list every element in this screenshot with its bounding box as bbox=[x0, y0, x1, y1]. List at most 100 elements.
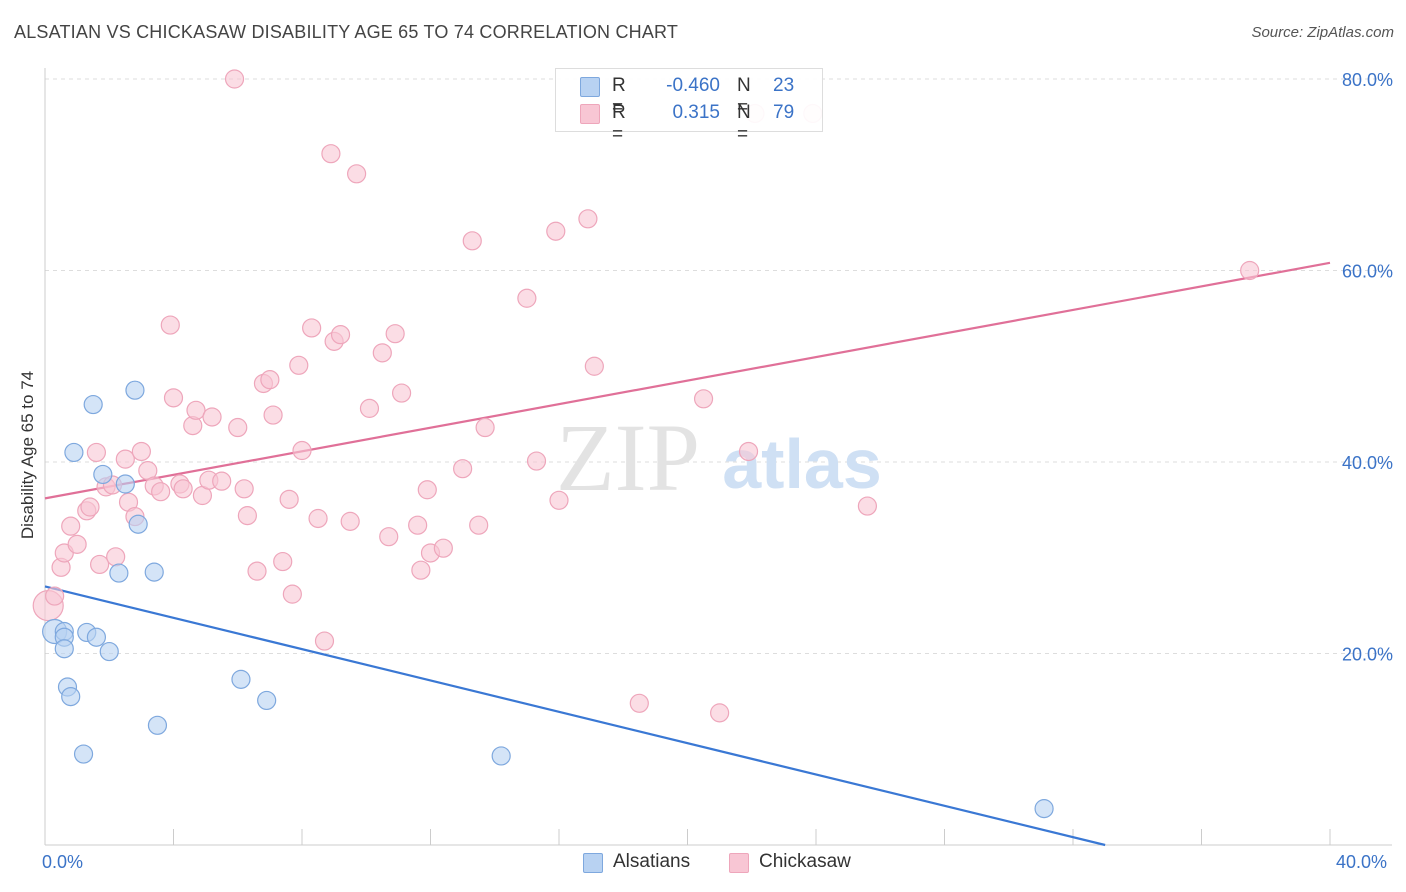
chickasaw-point bbox=[526, 451, 547, 471]
y-tick-label: 40.0% bbox=[1342, 453, 1393, 473]
alsatians-point bbox=[54, 639, 74, 659]
chickasaw-point bbox=[260, 370, 280, 390]
source-credit: Source: ZipAtlas.com bbox=[1251, 24, 1394, 41]
chickasaw-point bbox=[408, 515, 428, 535]
alsatians-point bbox=[61, 686, 81, 707]
chickasaw-point bbox=[302, 318, 322, 338]
alsatians-point bbox=[257, 690, 277, 711]
y-tick-label: 60.0% bbox=[1342, 262, 1393, 282]
chickasaw-point bbox=[1240, 260, 1260, 281]
watermark-zip: ZIP bbox=[556, 404, 700, 511]
alsatians-point bbox=[93, 464, 113, 485]
chickasaw-point bbox=[385, 324, 405, 344]
chickasaw-point bbox=[263, 405, 283, 425]
chickasaw-point bbox=[228, 417, 248, 438]
alsatians-point bbox=[125, 380, 145, 400]
chickasaw-point bbox=[115, 449, 135, 469]
r-value: 0.315 bbox=[672, 102, 720, 123]
watermark: ZIP atlas bbox=[556, 404, 882, 511]
chickasaw-point bbox=[321, 144, 341, 164]
chickasaw-point bbox=[151, 482, 171, 502]
chickasaw-point bbox=[292, 440, 312, 461]
chickasaw-point bbox=[131, 441, 151, 462]
chickasaw-point bbox=[857, 496, 878, 516]
chickasaw-point bbox=[202, 407, 222, 427]
chickasaw-point bbox=[237, 506, 257, 526]
chickasaw-trend-line bbox=[44, 261, 1331, 500]
chickasaw-point bbox=[67, 534, 87, 554]
alsatians-point bbox=[147, 715, 168, 735]
alsatians-trend-line bbox=[44, 585, 1106, 847]
x-tick-max: 40.0% bbox=[1336, 852, 1388, 872]
chickasaw-point bbox=[314, 631, 335, 651]
chickasaw-point bbox=[160, 315, 180, 335]
chickasaw-point bbox=[86, 442, 107, 463]
chickasaw-point bbox=[330, 325, 351, 345]
chickasaw-point bbox=[234, 479, 254, 499]
r-label: R = bbox=[612, 75, 626, 118]
chickasaw-point bbox=[90, 554, 110, 575]
alsatians-point bbox=[99, 641, 119, 662]
alsatians-swatch bbox=[580, 77, 600, 97]
chickasaw-point bbox=[173, 479, 193, 499]
chickasaw-point bbox=[693, 389, 714, 409]
chickasaw-point bbox=[433, 538, 453, 558]
y-tick-label: 80.0% bbox=[1342, 70, 1393, 90]
chickasaw-point bbox=[549, 490, 569, 510]
chickasaw-point bbox=[546, 221, 566, 241]
chickasaw-point bbox=[186, 400, 206, 420]
y-tick-labels: 20.0% 40.0% 60.0% 80.0% bbox=[1342, 70, 1393, 665]
chickasaw-point bbox=[163, 388, 184, 408]
r-label: R = bbox=[612, 102, 626, 145]
alsatians-point bbox=[86, 627, 107, 647]
chickasaw-point bbox=[578, 209, 598, 229]
watermark-atlas: atlas bbox=[722, 425, 882, 503]
chickasaw-point bbox=[247, 561, 267, 581]
chickasaw-point bbox=[391, 383, 412, 403]
n-label: N = bbox=[737, 75, 751, 118]
chickasaw-point bbox=[462, 231, 482, 251]
chickasaw-point bbox=[738, 441, 759, 462]
n-value: 79 bbox=[773, 102, 795, 123]
chickasaw-point bbox=[359, 398, 380, 418]
chickasaw-point bbox=[453, 459, 473, 479]
chickasaw-legend-label: Chickasaw bbox=[759, 851, 851, 872]
chickasaw-point bbox=[584, 356, 604, 376]
alsatians-point bbox=[73, 744, 94, 764]
x-tick-min: 0.0% bbox=[42, 852, 84, 872]
y-tick-label: 20.0% bbox=[1342, 645, 1393, 665]
alsatians-point bbox=[83, 394, 103, 415]
chickasaw-point bbox=[308, 508, 328, 529]
correlation-legend: R = -0.460 N = 23 R = 0.315 N = 79 bbox=[555, 68, 823, 145]
alsatians-point bbox=[1034, 799, 1054, 819]
chickasaw-swatch bbox=[580, 104, 600, 124]
chickasaw-point bbox=[224, 69, 245, 89]
n-value: 23 bbox=[773, 75, 795, 96]
chickasaw-point bbox=[379, 527, 399, 547]
trend-lines bbox=[44, 261, 1331, 847]
alsatians-point bbox=[109, 563, 129, 583]
n-label: N = bbox=[737, 102, 751, 145]
chickasaw-point bbox=[347, 164, 367, 184]
chickasaw-point bbox=[80, 497, 100, 517]
alsatians-legend-label: Alsatians bbox=[613, 851, 691, 872]
alsatians-point bbox=[128, 514, 148, 534]
alsatians-legend-swatch bbox=[583, 853, 603, 873]
chickasaw-point bbox=[469, 515, 489, 535]
chickasaw-point bbox=[372, 343, 392, 363]
chickasaw-point bbox=[106, 547, 126, 567]
chickasaw-point bbox=[629, 693, 649, 713]
chickasaw-point bbox=[279, 489, 299, 509]
chickasaw-point bbox=[411, 560, 431, 580]
alsatians-point bbox=[231, 669, 251, 689]
chickasaw-point bbox=[273, 551, 293, 572]
axes bbox=[44, 68, 1392, 846]
chickasaw-legend-swatch bbox=[729, 853, 749, 873]
alsatians-point bbox=[144, 562, 164, 582]
chickasaw-point bbox=[475, 417, 495, 438]
chart-title: ALSATIAN VS CHICKASAW DISABILITY AGE 65 … bbox=[14, 22, 679, 42]
grid-lines bbox=[45, 78, 1392, 654]
alsatians-point bbox=[64, 442, 84, 463]
alsatians-point bbox=[491, 746, 511, 766]
